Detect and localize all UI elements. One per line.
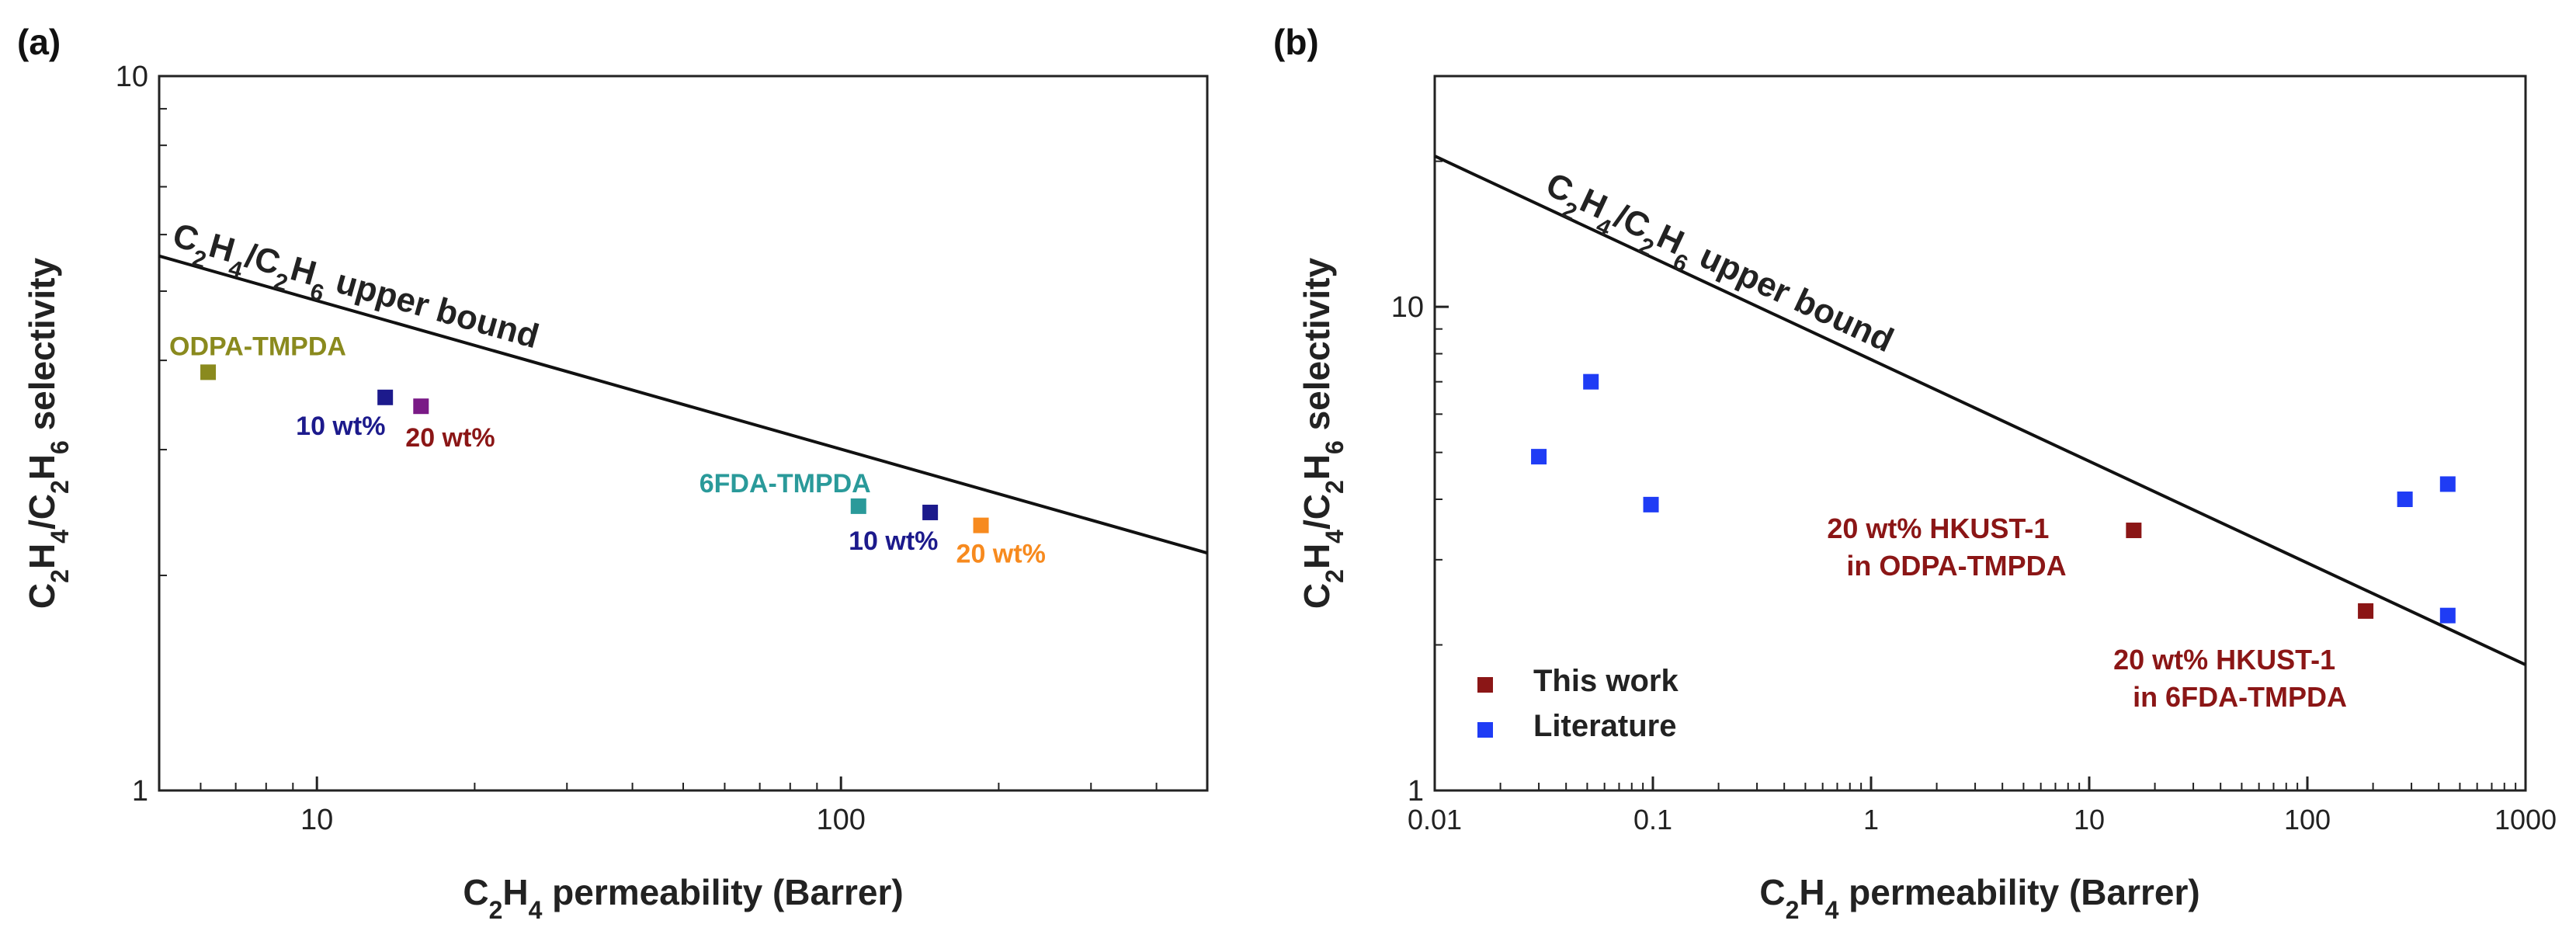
legend-entry: Literature — [1533, 709, 1677, 743]
x-tick-label: 100 — [2284, 804, 2331, 836]
panel-a-x-axis-label: C2H4 permeability (Barrer) — [463, 872, 903, 924]
x-tick-label: 10 — [2074, 804, 2105, 836]
panel-a: (a) 10 100 1 10 C2H4/C2H6 upper bound ODPA-… — [17, 22, 1209, 924]
x-tick-label: 0.01 — [1408, 804, 1462, 836]
x-tick-label: 100 — [816, 804, 865, 836]
data-point — [922, 504, 939, 520]
point-annotation: ODPA-TMPDA — [169, 332, 346, 361]
legend-marker — [1477, 677, 1493, 693]
data-point — [973, 517, 989, 533]
x-tick-label: 1000 — [2494, 804, 2557, 836]
data-point — [850, 498, 866, 514]
upper-bound-line — [158, 254, 1208, 555]
y-tick-label: 10 — [116, 61, 148, 93]
data-point — [377, 389, 394, 405]
panel-b-tag: (b) — [1273, 22, 1319, 62]
data-point-this-work — [2358, 603, 2374, 619]
legend-marker — [1477, 722, 1493, 738]
data-point-literature — [1643, 496, 1659, 512]
panel-a-ticks: 10 100 1 10 — [116, 61, 1158, 836]
x-tick-label: 1 — [1863, 804, 1879, 836]
panel-a-upper-bound: C2H4/C2H6 upper bound — [158, 216, 1208, 555]
y-tick-label: 1 — [1408, 775, 1424, 808]
point-annotation: in 6FDA-TMPDA — [2133, 681, 2347, 713]
panel-b-y-axis-label: C2H4/C2H6 selectivity — [1297, 258, 1349, 610]
panel-b-annotations: 20 wt% HKUST-1 in ODPA-TMPDA 20 wt% HKUST-… — [1827, 512, 2347, 713]
x-tick-label: 0.1 — [1633, 804, 1672, 836]
data-point-literature — [1583, 373, 1599, 390]
data-point-literature — [2397, 492, 2413, 508]
panel-b-x-axis-label: C2H4 permeability (Barrer) — [1759, 872, 2199, 924]
panel-a-tag: (a) — [17, 22, 61, 62]
panel-a-points — [200, 364, 989, 533]
point-annotation: 20 wt% — [956, 540, 1046, 569]
upper-bound-label: C2H4/C2H6 upper bound — [1536, 165, 1899, 369]
point-annotation: in ODPA-TMPDA — [1846, 550, 2066, 582]
point-annotation: 10 wt% — [849, 526, 938, 556]
upper-bound-line — [1434, 155, 2526, 666]
panel-a-annotations: ODPA-TMPDA 10 wt% 20 wt% 6FDA-TMPDA 10 wt% 20… — [169, 332, 1046, 568]
data-point-literature — [2439, 607, 2456, 624]
x-tick-label: 10 — [300, 804, 333, 836]
data-point-literature — [1531, 449, 1547, 465]
point-annotation: 10 wt% — [296, 412, 385, 441]
y-tick-label: 1 — [132, 775, 148, 808]
panel-a-y-axis-label: C2H4/C2H6 selectivity — [22, 258, 74, 610]
point-annotation: 20 wt% HKUST-1 — [1827, 512, 2049, 544]
data-point-this-work — [2126, 523, 2142, 539]
panel-b: (b) 0.01 0.1 1 10 100 1000 1 10 C2H4/C2H6 upper… — [1273, 22, 2557, 924]
panel-b-points — [1531, 373, 2456, 624]
data-point — [413, 398, 429, 415]
legend-entry: This work — [1533, 664, 1679, 698]
y-tick-label: 10 — [1391, 291, 1424, 324]
panel-b-plot-frame — [1433, 75, 2527, 792]
data-point-literature — [2439, 476, 2456, 492]
data-point — [200, 364, 217, 380]
point-annotation: 20 wt% — [405, 423, 495, 453]
panel-b-ticks: 0.01 0.1 1 10 100 1000 1 10 — [1391, 160, 2557, 836]
panel-b-legend: This work Literature — [1477, 664, 1679, 743]
panel-b-upper-bound: C2H4/C2H6 upper bound — [1434, 155, 2526, 666]
point-annotation: 6FDA-TMPDA — [700, 469, 871, 499]
point-annotation: 20 wt% HKUST-1 — [2113, 644, 2335, 676]
